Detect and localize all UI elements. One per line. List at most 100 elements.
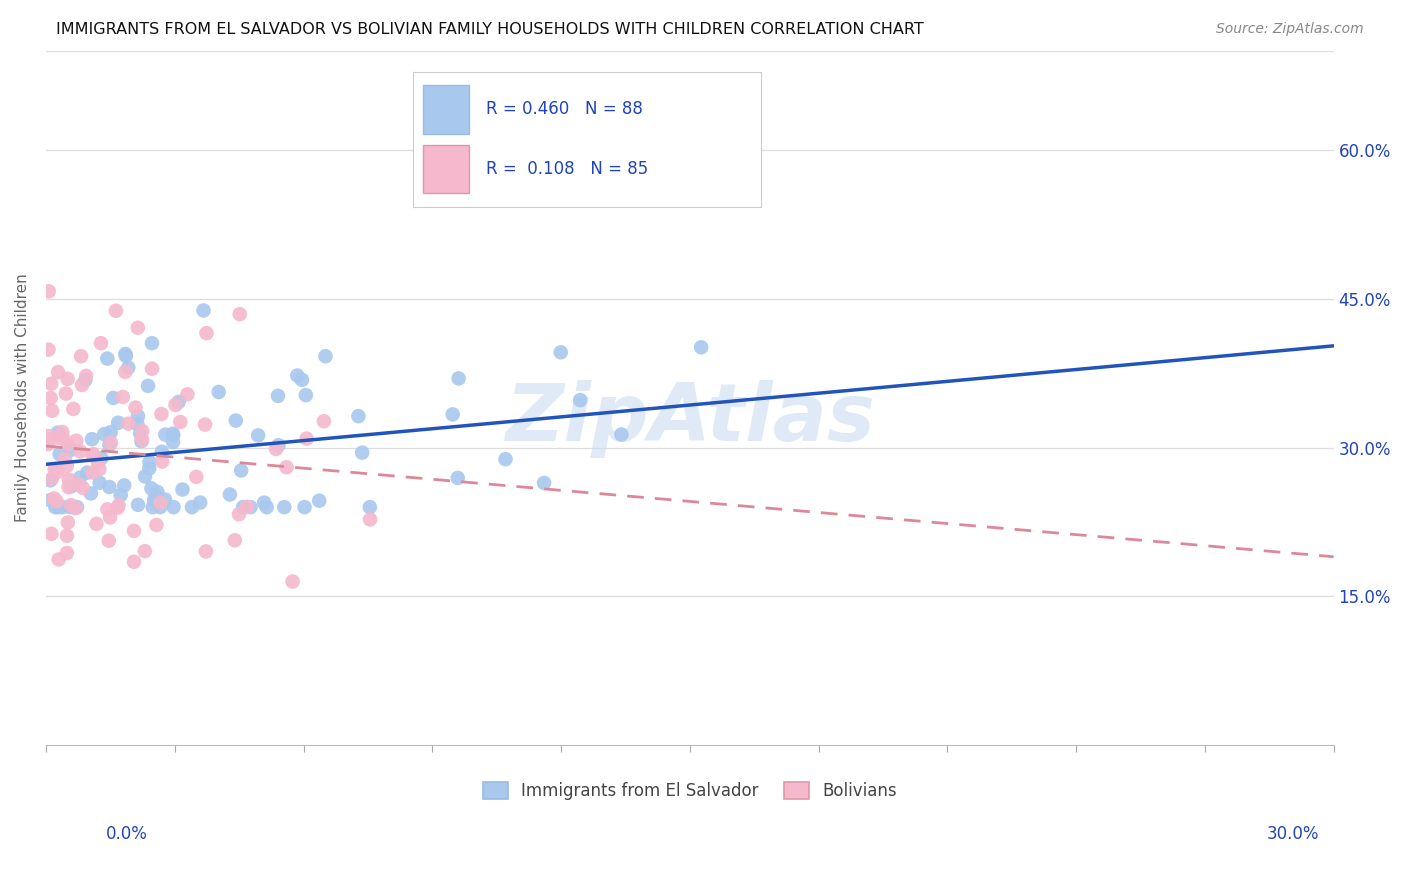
Point (236, 500, 259, 514)
Point (69, 471, 91, 485)
Point (96, 502, 118, 516)
Point (96, 351, 118, 366)
Point (172, 483, 194, 497)
Text: IMMIGRANTS FROM EL SALVADOR VS BOLIVIAN FAMILY HOUSEHOLDS WITH CHILDREN CORRELAT: IMMIGRANTS FROM EL SALVADOR VS BOLIVIAN … (56, 22, 924, 37)
Point (48, 500, 70, 515)
Point (359, 500, 381, 515)
Point (67, 477, 90, 491)
Point (70, 349, 93, 363)
Point (165, 398, 187, 412)
Point (89, 462, 111, 476)
Point (127, 498, 149, 512)
Point (232, 500, 254, 515)
Point (46, 465, 69, 479)
Point (37, 437, 59, 451)
Point (162, 435, 184, 450)
Point (129, 426, 152, 441)
Text: Source: ZipAtlas.com: Source: ZipAtlas.com (1216, 22, 1364, 37)
Point (134, 544, 156, 558)
Point (145, 489, 167, 503)
Point (80, 486, 103, 500)
Point (141, 361, 163, 376)
Point (149, 500, 172, 515)
Point (308, 493, 330, 508)
Point (153, 492, 176, 507)
Point (447, 371, 470, 385)
Point (149, 496, 172, 510)
Point (117, 417, 139, 431)
Point (143, 492, 166, 507)
Point (155, 427, 177, 442)
Point (150, 444, 173, 458)
Point (98, 480, 121, 494)
Text: 30.0%: 30.0% (1267, 825, 1319, 843)
Point (62, 401, 84, 416)
Point (146, 485, 169, 500)
Point (103, 391, 125, 405)
Point (312, 414, 335, 428)
Point (93, 427, 115, 442)
Point (281, 574, 304, 589)
Point (53, 452, 76, 467)
Point (295, 388, 318, 402)
Text: ZipAtlas: ZipAtlas (505, 380, 875, 458)
Point (56, 437, 79, 451)
Point (239, 500, 262, 515)
Point (75, 368, 97, 383)
Point (291, 373, 314, 387)
Point (37, 429, 59, 443)
Point (56, 529, 79, 543)
Point (59, 500, 82, 515)
Point (107, 499, 129, 513)
Point (38, 285, 60, 299)
Point (89, 475, 111, 490)
Point (56, 546, 79, 560)
Point (294, 500, 316, 515)
Point (193, 303, 215, 318)
Point (97, 533, 120, 548)
Point (46, 425, 69, 440)
Point (273, 500, 295, 515)
Point (228, 507, 250, 521)
Point (495, 452, 517, 467)
Point (58, 480, 80, 494)
Point (162, 426, 184, 441)
Point (352, 445, 374, 459)
Point (131, 434, 153, 449)
Point (76, 466, 98, 480)
Point (56, 372, 79, 386)
Point (72, 481, 94, 495)
Point (285, 368, 308, 383)
Point (136, 379, 159, 393)
Point (145, 518, 167, 533)
Point (229, 307, 252, 321)
Text: 0.0%: 0.0% (105, 825, 148, 843)
Point (80, 432, 103, 446)
Point (194, 544, 217, 558)
Point (131, 424, 153, 438)
Point (188, 495, 211, 509)
Point (45, 494, 67, 508)
Point (219, 487, 242, 501)
Point (41, 526, 63, 541)
Point (162, 428, 184, 442)
Point (110, 488, 132, 502)
Point (52, 500, 75, 515)
Point (60, 498, 83, 512)
Point (142, 500, 165, 515)
Point (82, 449, 104, 463)
Point (141, 336, 163, 351)
Point (194, 417, 217, 432)
Point (131, 433, 153, 447)
Point (69, 444, 91, 458)
Point (65, 501, 87, 516)
Point (122, 555, 145, 569)
Point (60, 479, 83, 493)
Point (75, 373, 97, 387)
Point (267, 389, 290, 403)
Point (141, 482, 163, 496)
Point (98, 510, 121, 524)
Point (98, 438, 121, 452)
Point (41, 472, 63, 486)
Point (66, 500, 89, 515)
